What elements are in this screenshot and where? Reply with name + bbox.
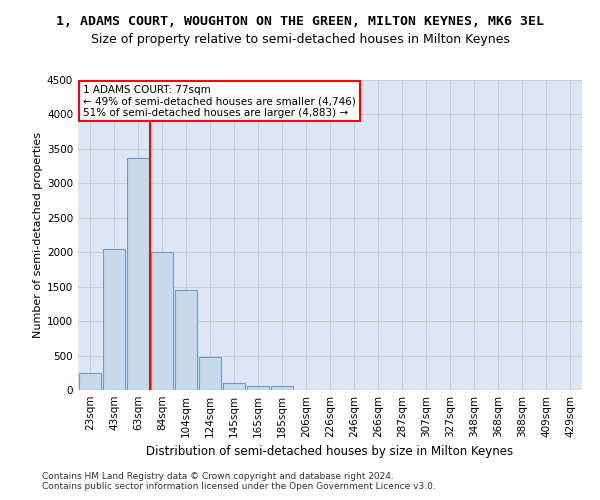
Text: 1, ADAMS COURT, WOUGHTON ON THE GREEN, MILTON KEYNES, MK6 3EL: 1, ADAMS COURT, WOUGHTON ON THE GREEN, M… <box>56 15 544 28</box>
Bar <box>223 383 245 390</box>
Bar <box>271 386 293 390</box>
Bar <box>127 158 149 390</box>
Bar <box>79 373 101 390</box>
Bar <box>247 386 269 390</box>
Bar <box>175 290 197 390</box>
Text: Contains HM Land Registry data © Crown copyright and database right 2024.: Contains HM Land Registry data © Crown c… <box>42 472 394 481</box>
Text: Contains public sector information licensed under the Open Government Licence v3: Contains public sector information licen… <box>42 482 436 491</box>
X-axis label: Distribution of semi-detached houses by size in Milton Keynes: Distribution of semi-detached houses by … <box>146 446 514 458</box>
Bar <box>151 252 173 390</box>
Text: Size of property relative to semi-detached houses in Milton Keynes: Size of property relative to semi-detach… <box>91 32 509 46</box>
Y-axis label: Number of semi-detached properties: Number of semi-detached properties <box>33 132 43 338</box>
Text: 1 ADAMS COURT: 77sqm
← 49% of semi-detached houses are smaller (4,746)
51% of se: 1 ADAMS COURT: 77sqm ← 49% of semi-detac… <box>83 84 356 118</box>
Bar <box>199 357 221 390</box>
Bar <box>103 249 125 390</box>
